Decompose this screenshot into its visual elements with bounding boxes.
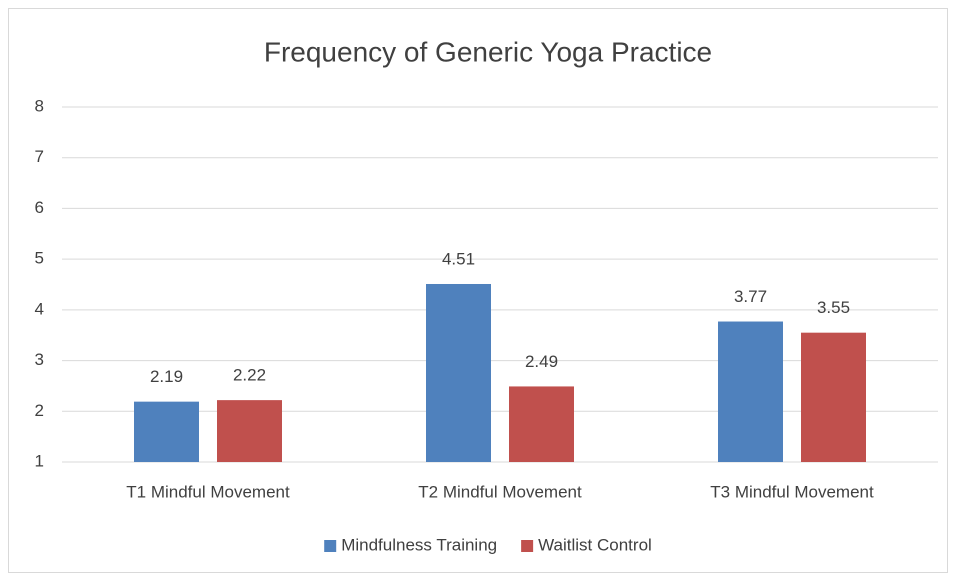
bar <box>217 400 282 462</box>
bar <box>134 401 199 462</box>
legend-swatch <box>324 540 337 552</box>
x-tick-label: T2 Mindful Movement <box>418 482 582 501</box>
legend-label: Mindfulness Training <box>341 535 497 554</box>
y-tick-label: 1 <box>35 451 44 470</box>
y-tick-label: 3 <box>35 350 44 369</box>
data-label: 3.55 <box>817 298 850 317</box>
legend-label: Waitlist Control <box>538 535 652 554</box>
data-label: 2.49 <box>525 352 558 371</box>
chart-title: Frequency of Generic Yoga Practice <box>264 36 712 67</box>
bar <box>509 386 574 462</box>
data-label: 2.22 <box>233 366 266 385</box>
y-tick-label: 8 <box>35 96 44 115</box>
y-tick-label: 5 <box>35 249 44 268</box>
bar <box>718 321 783 462</box>
data-label: 3.77 <box>734 287 767 306</box>
data-label: 4.51 <box>442 249 475 268</box>
y-tick-label: 2 <box>35 401 44 420</box>
data-label: 2.19 <box>150 367 183 386</box>
x-tick-label: T1 Mindful Movement <box>126 482 290 501</box>
bar <box>426 283 491 462</box>
y-tick-label: 7 <box>35 147 44 166</box>
y-tick-label: 6 <box>35 198 44 217</box>
x-tick-label: T3 Mindful Movement <box>710 482 874 501</box>
y-tick-label: 4 <box>35 299 44 318</box>
legend-swatch <box>521 540 534 552</box>
bar <box>801 332 866 462</box>
